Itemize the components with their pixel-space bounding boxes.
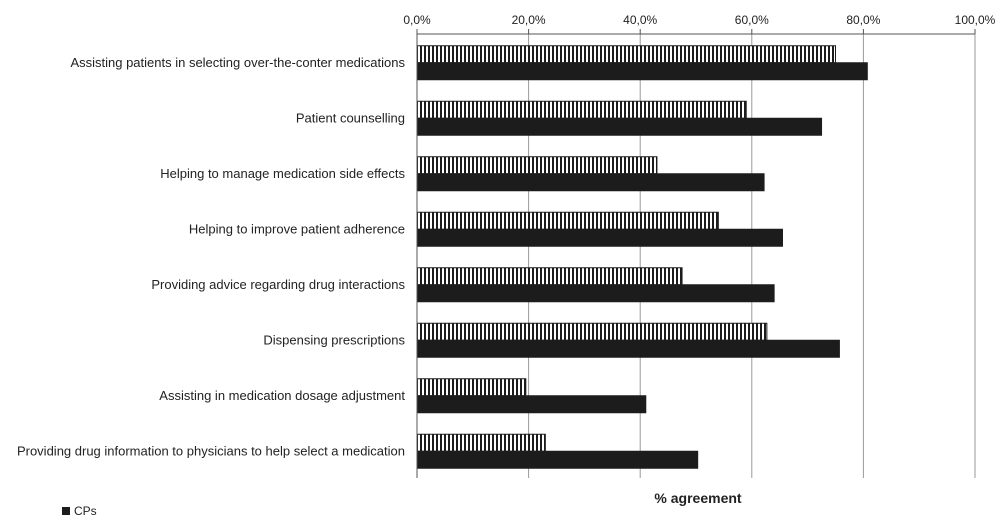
- x-tick-label: 80,0%: [846, 13, 880, 27]
- x-tick-label: 0,0%: [403, 13, 431, 27]
- category-label: Patient counselling: [296, 110, 405, 125]
- x-tick-label: 100,0%: [955, 13, 996, 27]
- category-label: Helping to manage medication side effect…: [160, 166, 405, 181]
- bar-striped-series: [416, 322, 768, 341]
- bar-cps-series: [416, 117, 823, 136]
- bar-cps-series: [416, 228, 783, 247]
- bar-cps-series: [416, 450, 699, 469]
- bar-striped-series: [416, 45, 836, 64]
- x-axis-title: % agreement: [654, 490, 741, 506]
- x-tick-label: 60,0%: [735, 13, 769, 27]
- bar-cps-series: [416, 62, 868, 81]
- legend-swatch-cps: [62, 507, 70, 515]
- category-label: Providing advice regarding drug interact…: [151, 277, 405, 292]
- x-tick-label: 20,0%: [512, 13, 546, 27]
- bar-cps-series: [416, 284, 775, 303]
- bar-cps-series: [416, 395, 647, 414]
- legend: CPs: [62, 504, 97, 518]
- bar-striped-series: [416, 433, 546, 452]
- x-tick-label: 40,0%: [623, 13, 657, 27]
- bar-striped-series: [416, 378, 527, 397]
- bar-striped-series: [416, 100, 747, 119]
- bar-striped-series: [416, 267, 683, 286]
- bar-striped-series: [416, 211, 719, 230]
- category-label: Assisting in medication dosage adjustmen…: [159, 388, 405, 403]
- category-label: Providing drug information to physicians…: [17, 443, 405, 458]
- bar-cps-series: [416, 173, 765, 192]
- category-label: Helping to improve patient adherence: [189, 221, 405, 236]
- category-label: Assisting patients in selecting over-the…: [70, 55, 405, 70]
- category-label: Dispensing prescriptions: [263, 332, 405, 347]
- bar-striped-series: [416, 156, 658, 175]
- legend-label-cps: CPs: [74, 504, 97, 518]
- bar-cps-series: [416, 339, 840, 358]
